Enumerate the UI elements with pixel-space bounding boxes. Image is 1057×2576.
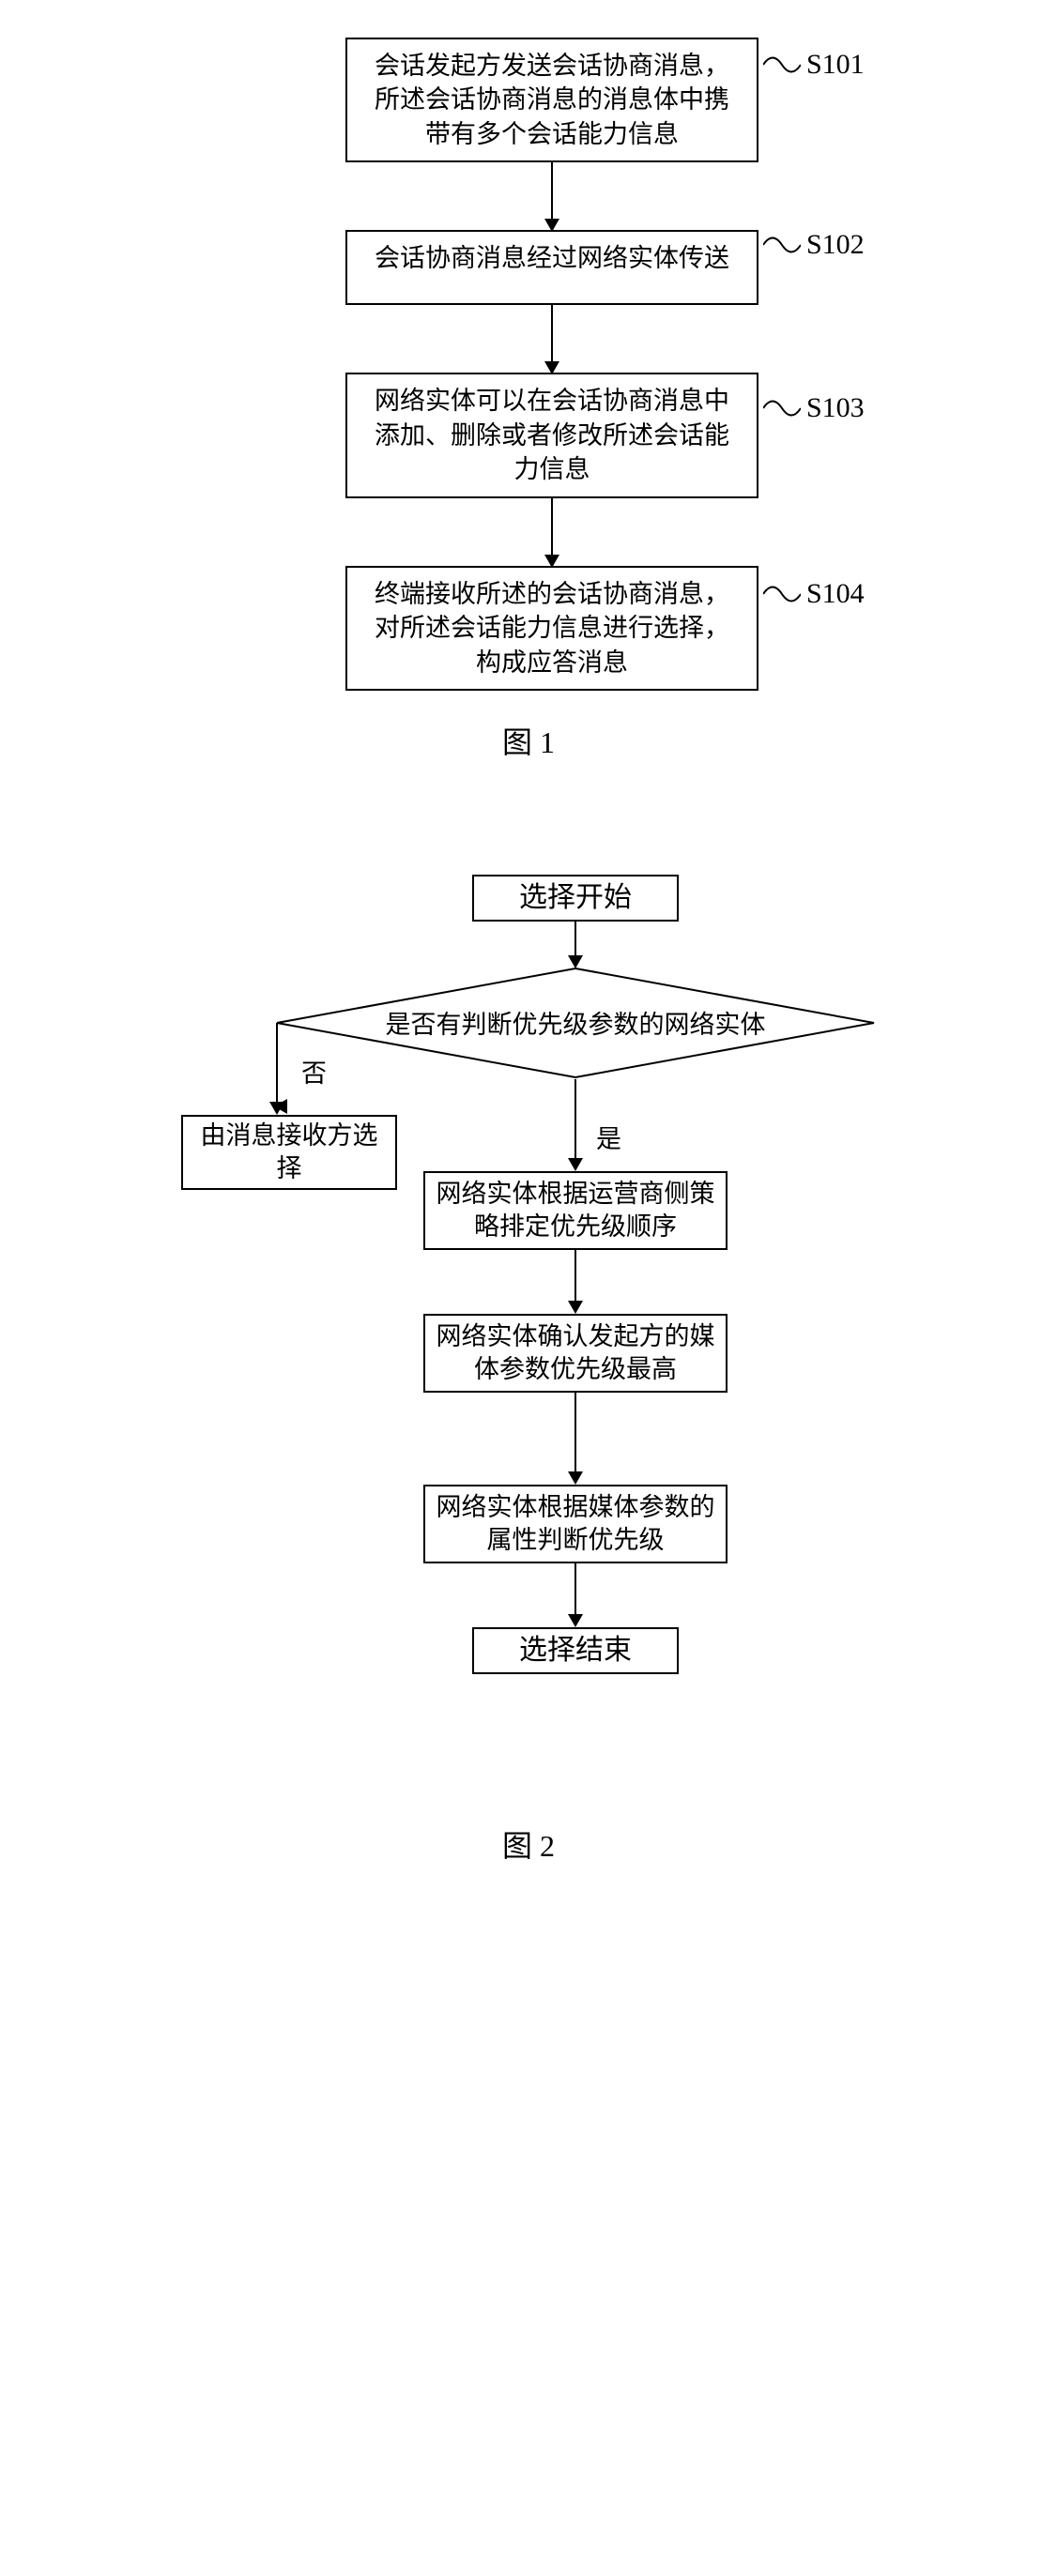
process-text: 网络实体确认发起方的媒体参数优先级最高 xyxy=(435,1320,716,1386)
edge-label-yes: 是 xyxy=(596,1119,621,1155)
decision-diamond: 是否有判断优先级参数的网络实体 xyxy=(275,967,876,1079)
process-box-r1: 网络实体根据运营商侧策略排定优先级顺序 xyxy=(423,1171,728,1250)
step-id: S102 xyxy=(806,229,865,261)
figure-2: 选择开始 是否有判断优先级参数的网络实体 否 由消息接收方选择 是 网络实体根据… xyxy=(19,875,1038,1866)
step-id: S101 xyxy=(806,49,865,81)
arrow-down-icon xyxy=(574,1563,576,1625)
arrow-down-icon xyxy=(276,1023,278,1113)
figure-2-caption: 图 2 xyxy=(502,1822,555,1866)
process-box-s104: 终端接收所述的会话协商消息，对所述会话能力信息进行选择，构成应答消息 xyxy=(345,566,758,691)
arrow-down-icon xyxy=(551,498,553,566)
process-box-left: 由消息接收方选择 xyxy=(181,1115,397,1190)
process-box-s103: 网络实体可以在会话协商消息中添加、删除或者修改所述会话能力信息 xyxy=(345,373,758,497)
step-id: S104 xyxy=(806,578,865,610)
end-terminal: 选择结束 xyxy=(472,1627,679,1674)
step-label-s101: S101 xyxy=(763,49,865,81)
arrow-down-icon xyxy=(551,305,553,373)
arrow-down-icon xyxy=(574,1393,576,1483)
end-text: 选择结束 xyxy=(519,1632,632,1669)
process-box-r2: 网络实体确认发起方的媒体参数优先级最高 xyxy=(423,1314,728,1393)
figure-2-canvas: 选择开始 是否有判断优先级参数的网络实体 否 由消息接收方选择 是 网络实体根据… xyxy=(181,875,876,1794)
step-label-s103: S103 xyxy=(763,392,865,424)
start-text: 选择开始 xyxy=(519,879,632,916)
connector-squiggle-icon xyxy=(763,396,801,420)
step-label-s104: S104 xyxy=(763,578,865,610)
process-text: 会话发起方发送会话协商消息，所述会话协商消息的消息体中携带有多个会话能力信息 xyxy=(375,52,729,148)
connector-squiggle-icon xyxy=(763,53,801,77)
arrow-down-icon xyxy=(574,1079,576,1169)
connector-squiggle-icon xyxy=(763,582,801,606)
process-text: 终端接收所述的会话协商消息，对所述会话能力信息进行选择，构成应答消息 xyxy=(375,580,729,677)
start-terminal: 选择开始 xyxy=(472,875,679,922)
process-text: 网络实体可以在会话协商消息中添加、删除或者修改所述会话能力信息 xyxy=(375,387,729,483)
process-text: 网络实体根据运营商侧策略排定优先级顺序 xyxy=(435,1178,716,1243)
process-text: 会话协商消息经过网络实体传送 xyxy=(375,244,729,272)
step-label-s102: S102 xyxy=(763,229,865,261)
figure-1: S101 S102 S103 S104 会话发起方发送会话协商消息，所述会话协商… xyxy=(19,38,1038,762)
step-id: S103 xyxy=(806,392,865,424)
edge-label-no: 否 xyxy=(301,1053,327,1090)
connector-squiggle-icon xyxy=(763,233,801,257)
process-box-s102: 会话协商消息经过网络实体传送 xyxy=(345,230,758,305)
figure-1-canvas: S101 S102 S103 S104 会话发起方发送会话协商消息，所述会话协商… xyxy=(191,38,866,691)
process-box-s101: 会话发起方发送会话协商消息，所述会话协商消息的消息体中携带有多个会话能力信息 xyxy=(345,38,758,162)
process-text: 网络实体根据媒体参数的属性判断优先级 xyxy=(435,1491,716,1557)
arrow-down-icon xyxy=(551,162,553,230)
decision-text: 是否有判断优先级参数的网络实体 xyxy=(275,967,876,1079)
process-box-r3: 网络实体根据媒体参数的属性判断优先级 xyxy=(423,1485,728,1563)
arrow-down-icon xyxy=(574,922,576,967)
process-text: 由消息接收方选择 xyxy=(192,1120,386,1185)
arrow-down-icon xyxy=(574,1250,576,1312)
figure-1-caption: 图 1 xyxy=(502,719,555,762)
